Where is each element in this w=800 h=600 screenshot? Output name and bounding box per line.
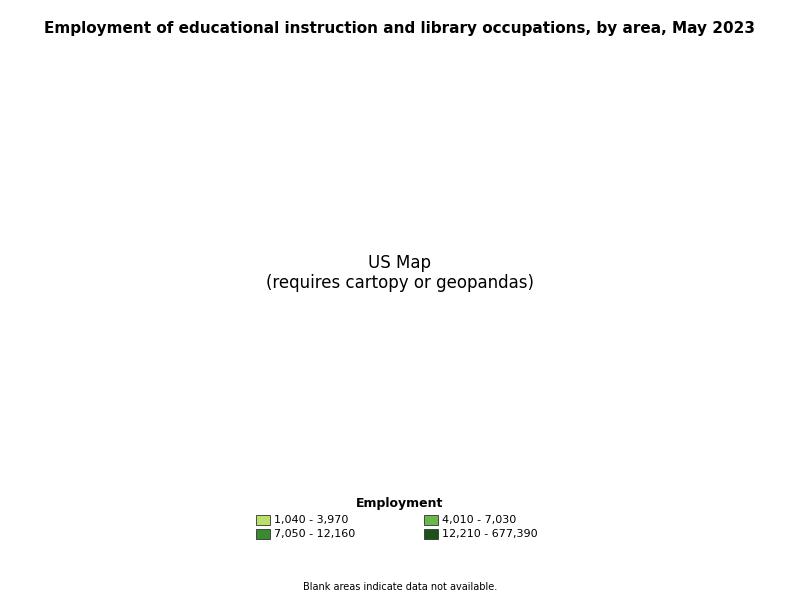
Text: 4,010 - 7,030: 4,010 - 7,030 <box>442 515 517 525</box>
Text: Employment: Employment <box>356 497 444 511</box>
Text: 7,050 - 12,160: 7,050 - 12,160 <box>274 529 356 539</box>
Text: 1,040 - 3,970: 1,040 - 3,970 <box>274 515 349 525</box>
Text: 12,210 - 677,390: 12,210 - 677,390 <box>442 529 538 539</box>
Text: US Map
(requires cartopy or geopandas): US Map (requires cartopy or geopandas) <box>266 254 534 292</box>
Text: Employment of educational instruction and library occupations, by area, May 2023: Employment of educational instruction an… <box>45 21 755 36</box>
Text: Blank areas indicate data not available.: Blank areas indicate data not available. <box>303 582 497 592</box>
